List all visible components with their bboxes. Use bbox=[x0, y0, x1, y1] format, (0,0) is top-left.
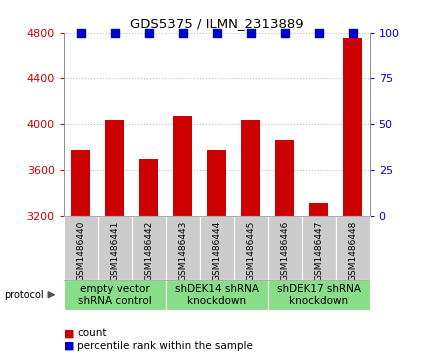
Point bbox=[145, 30, 152, 36]
Text: shDEK17 shRNA
knockdown: shDEK17 shRNA knockdown bbox=[277, 284, 361, 306]
Point bbox=[315, 30, 322, 36]
Bar bbox=[207, 150, 226, 363]
Bar bbox=[234, 216, 268, 280]
Bar bbox=[71, 150, 90, 363]
Text: ■: ■ bbox=[64, 328, 74, 338]
Bar bbox=[200, 216, 234, 280]
Point bbox=[247, 30, 254, 36]
Bar bbox=[98, 216, 132, 280]
Text: GSM1486444: GSM1486444 bbox=[212, 221, 221, 281]
Text: GSM1486441: GSM1486441 bbox=[110, 221, 119, 281]
Point bbox=[213, 30, 220, 36]
Text: ■: ■ bbox=[64, 340, 74, 351]
Bar bbox=[268, 216, 302, 280]
Bar bbox=[173, 116, 192, 363]
Bar bbox=[64, 280, 166, 310]
Text: protocol: protocol bbox=[4, 290, 44, 300]
Title: GDS5375 / ILMN_2313889: GDS5375 / ILMN_2313889 bbox=[130, 17, 304, 30]
Bar bbox=[166, 216, 200, 280]
Bar bbox=[132, 216, 166, 280]
Bar bbox=[106, 120, 124, 363]
Bar bbox=[275, 140, 294, 363]
Point bbox=[349, 30, 356, 36]
Bar bbox=[336, 216, 370, 280]
Bar bbox=[268, 280, 370, 310]
Text: empty vector
shRNA control: empty vector shRNA control bbox=[78, 284, 152, 306]
Text: percentile rank within the sample: percentile rank within the sample bbox=[77, 340, 253, 351]
Bar bbox=[309, 203, 328, 363]
Text: count: count bbox=[77, 328, 106, 338]
Bar bbox=[166, 280, 268, 310]
Text: GSM1486448: GSM1486448 bbox=[348, 221, 357, 281]
Point bbox=[179, 30, 186, 36]
Bar bbox=[343, 38, 362, 363]
Bar bbox=[241, 120, 260, 363]
Point bbox=[111, 30, 118, 36]
Bar bbox=[302, 216, 336, 280]
Point bbox=[77, 30, 84, 36]
Bar bbox=[139, 159, 158, 363]
Bar bbox=[64, 216, 98, 280]
Point bbox=[281, 30, 288, 36]
Text: shDEK14 shRNA
knockdown: shDEK14 shRNA knockdown bbox=[175, 284, 259, 306]
Text: GSM1486446: GSM1486446 bbox=[280, 221, 289, 281]
Text: GSM1486442: GSM1486442 bbox=[144, 221, 153, 281]
Text: GSM1486440: GSM1486440 bbox=[76, 221, 85, 281]
Text: GSM1486447: GSM1486447 bbox=[314, 221, 323, 281]
Text: GSM1486443: GSM1486443 bbox=[178, 221, 187, 281]
Text: GSM1486445: GSM1486445 bbox=[246, 221, 255, 281]
